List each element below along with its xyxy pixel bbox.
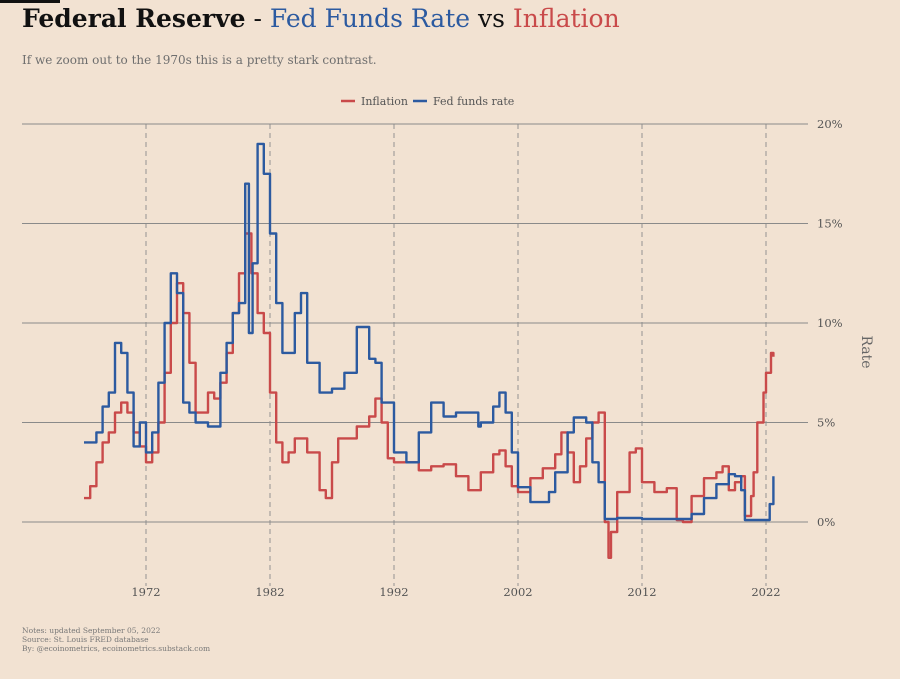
y-tick-label-15: 15% xyxy=(817,217,843,231)
y-tick-label-20: 20% xyxy=(817,117,843,131)
legend-label-fed-funds: Fed funds rate xyxy=(433,95,514,108)
vertical-gridlines xyxy=(145,124,767,586)
y-tick-label-10: 10% xyxy=(817,316,843,330)
x-tick-label-1982: 1982 xyxy=(255,585,284,599)
page-title: Federal Reserve - Fed Funds Rate vs Infl… xyxy=(22,4,620,33)
y-axis-tick-labels: 0% 5% 10% 15% 20% xyxy=(817,117,843,529)
x-tick-label-1972: 1972 xyxy=(131,585,160,599)
chart-notes: Notes: updated September 05, 2022 Source… xyxy=(22,626,210,653)
page-subtitle: If we zoom out to the 1970s this is a pr… xyxy=(22,53,377,67)
title-prefix: Federal Reserve xyxy=(22,4,246,33)
x-tick-label-1992: 1992 xyxy=(379,585,408,599)
series-line-inflation xyxy=(84,232,775,559)
corner-accent-bar xyxy=(0,0,60,3)
y-tick-label-0: 0% xyxy=(817,515,835,529)
chart-legend: Inflation Fed funds rate xyxy=(341,95,514,108)
x-tick-label-2022: 2022 xyxy=(751,585,780,599)
notes-byline: By: @ecoinometrics, ecoinometrics.substa… xyxy=(22,644,211,653)
series-line-fed-funds-rate xyxy=(84,142,775,522)
x-tick-label-2002: 2002 xyxy=(503,585,532,599)
horizontal-gridlines xyxy=(22,123,808,523)
x-tick-label-2012: 2012 xyxy=(627,585,656,599)
title-inflation: Inflation xyxy=(512,4,620,33)
title-dash: - xyxy=(245,4,270,33)
notes-updated: Notes: updated September 05, 2022 xyxy=(22,626,161,635)
title-fed-funds: Fed Funds Rate xyxy=(269,4,471,33)
y-tick-label-5: 5% xyxy=(817,416,835,430)
title-vs: vs xyxy=(470,4,513,33)
legend-label-inflation: Inflation xyxy=(361,95,408,108)
x-axis-tick-labels: 1972 1982 1992 2002 2012 2022 xyxy=(131,585,780,599)
notes-source: Source: St. Louis FRED database xyxy=(22,635,149,644)
series-layer xyxy=(84,142,775,559)
y-axis-title: Rate xyxy=(858,335,874,368)
